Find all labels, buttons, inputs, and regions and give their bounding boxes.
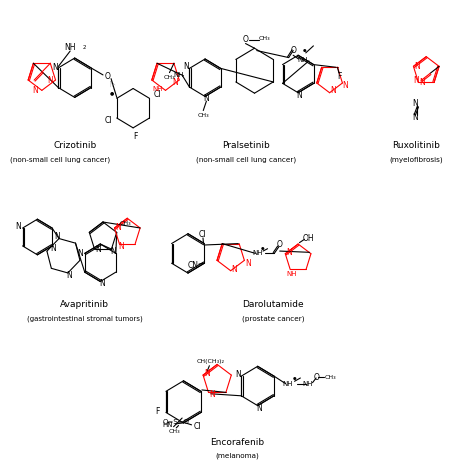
Text: O: O (243, 35, 248, 44)
Text: N: N (419, 78, 425, 87)
Text: N: N (47, 75, 53, 84)
Text: N: N (412, 113, 418, 122)
Text: HN: HN (163, 422, 173, 428)
Text: NH: NH (297, 57, 308, 63)
Text: CH₃: CH₃ (120, 221, 131, 226)
Text: N: N (110, 247, 116, 256)
Text: N: N (204, 369, 210, 378)
Text: (non-small cell lung cancer): (non-small cell lung cancer) (196, 156, 296, 163)
Text: (myelofibrosis): (myelofibrosis) (390, 156, 443, 163)
Text: Ruxolitinib: Ruxolitinib (392, 141, 440, 150)
Text: N: N (412, 99, 418, 108)
Text: (prostate cancer): (prostate cancer) (242, 316, 305, 322)
Text: CH₃: CH₃ (325, 374, 336, 380)
Text: N: N (77, 249, 83, 258)
Text: N: N (342, 81, 347, 90)
Text: N: N (183, 62, 189, 71)
Text: CH₃: CH₃ (259, 36, 271, 41)
Text: N: N (413, 76, 419, 85)
Text: Pralsetinib: Pralsetinib (223, 141, 270, 150)
Text: N: N (99, 279, 105, 288)
Text: ●: ● (261, 246, 265, 251)
Text: Cl: Cl (154, 90, 161, 99)
Text: O=S=O: O=S=O (163, 419, 190, 425)
Text: O: O (277, 240, 283, 249)
Text: NH: NH (152, 85, 163, 91)
Text: F: F (133, 132, 137, 141)
Text: Encorafenib: Encorafenib (210, 438, 264, 447)
Text: NH: NH (303, 381, 313, 387)
Text: NH: NH (252, 250, 263, 256)
Text: CH(CH₃)₂: CH(CH₃)₂ (196, 359, 224, 365)
Text: N: N (172, 78, 178, 87)
Text: O: O (314, 373, 320, 382)
Text: ●: ● (302, 48, 306, 53)
Text: NH: NH (283, 381, 293, 387)
Text: Avapritinib: Avapritinib (60, 301, 109, 310)
Text: NH: NH (64, 43, 76, 52)
Text: N: N (52, 64, 58, 73)
Text: CH₃: CH₃ (168, 428, 180, 434)
Text: Cl: Cl (198, 230, 206, 239)
Text: N: N (51, 244, 56, 253)
Text: F: F (155, 407, 159, 416)
Text: ●: ● (110, 90, 114, 95)
Text: N: N (235, 370, 241, 379)
Text: N: N (15, 222, 21, 231)
Text: CN: CN (188, 261, 199, 270)
Text: (gastrointestinal stromal tumors): (gastrointestinal stromal tumors) (27, 316, 142, 322)
Text: OH: OH (302, 234, 314, 243)
Text: N: N (286, 248, 292, 257)
Text: N: N (118, 242, 125, 251)
Text: N: N (66, 271, 72, 280)
Text: N: N (414, 62, 420, 71)
Text: 2: 2 (83, 45, 86, 50)
Text: O: O (105, 72, 110, 81)
Text: CH₃: CH₃ (198, 113, 209, 118)
Text: N: N (330, 86, 336, 95)
Text: N: N (33, 86, 38, 95)
Text: N: N (115, 223, 121, 232)
Text: N: N (203, 94, 210, 103)
Text: CH₃: CH₃ (164, 75, 175, 80)
Text: N: N (245, 259, 251, 268)
Text: Crizotinib: Crizotinib (53, 141, 96, 150)
Text: NH: NH (287, 271, 297, 277)
Text: N: N (210, 390, 215, 399)
Text: N: N (297, 91, 302, 100)
Text: F: F (337, 72, 342, 81)
Text: N: N (256, 404, 262, 413)
Text: N: N (54, 232, 60, 241)
Text: Darolutamide: Darolutamide (243, 301, 304, 310)
Text: Cl: Cl (193, 422, 201, 431)
Text: N: N (231, 265, 237, 274)
Text: N: N (95, 245, 101, 254)
Text: (non-small cell lung cancer): (non-small cell lung cancer) (10, 156, 110, 163)
Text: ●: ● (293, 377, 296, 381)
Text: O: O (290, 46, 296, 55)
Text: NH: NH (174, 72, 184, 78)
Text: Cl: Cl (105, 116, 112, 125)
Text: (melanoma): (melanoma) (216, 453, 259, 459)
